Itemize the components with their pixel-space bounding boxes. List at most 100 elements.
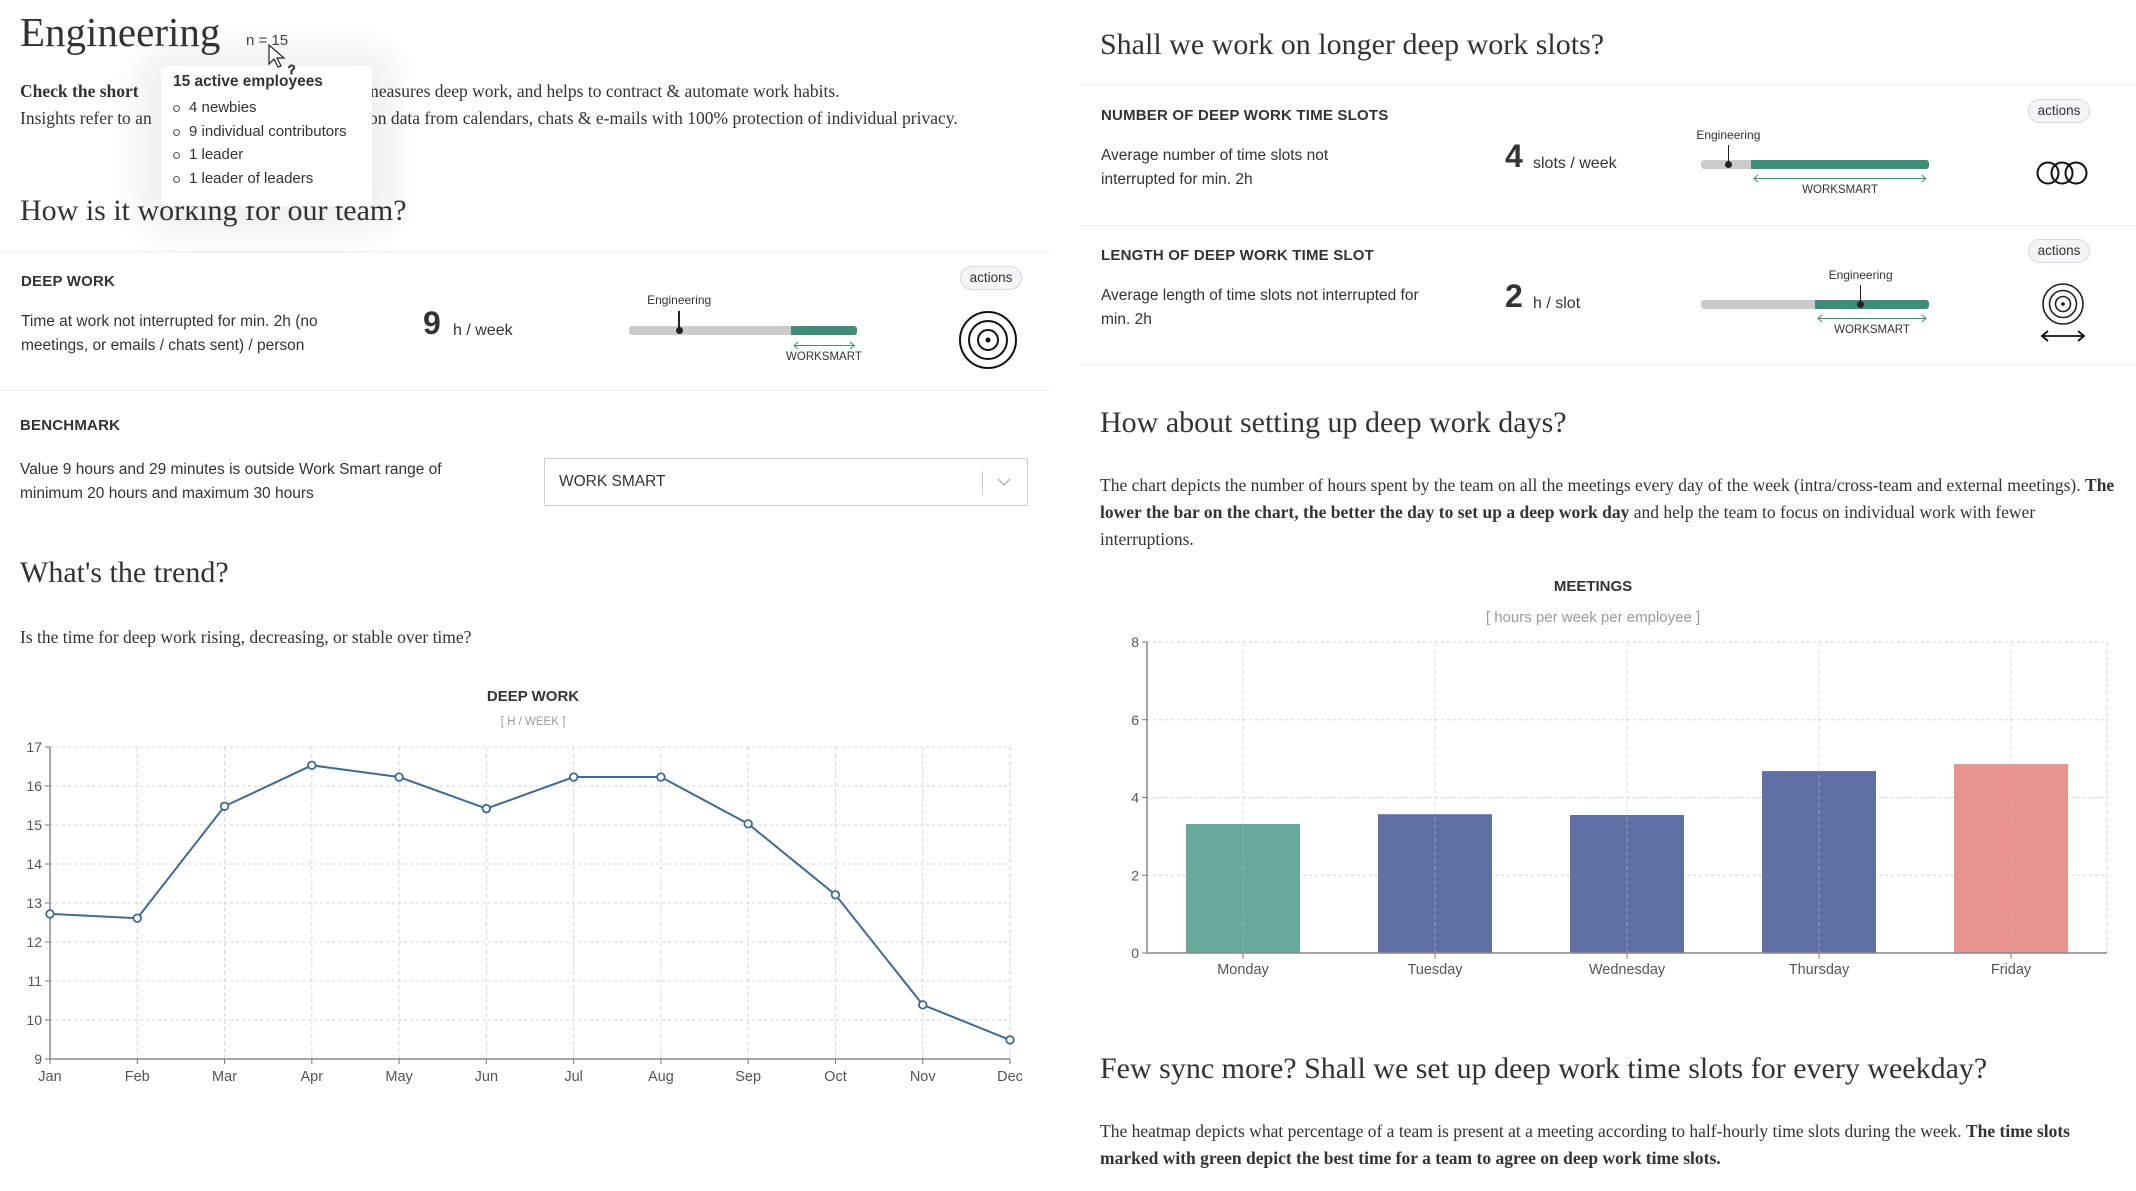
section-heading-trend: What's the trend? — [20, 556, 229, 589]
y-tick-label: 12 — [26, 934, 42, 950]
deep-work-description: Time at work not interrupted for min. 2h… — [21, 313, 318, 354]
engineering-marker — [675, 327, 683, 334]
x-tick-label: Friday — [1991, 962, 2032, 978]
engineering-marker-label: Engineering — [647, 293, 712, 307]
data-point — [743, 819, 753, 829]
target-with-arrow-icon — [2040, 283, 2086, 342]
page-title: Engineering — [20, 9, 221, 55]
data-point — [45, 909, 55, 919]
svg-text:?: ? — [288, 62, 295, 77]
x-tick-label: Apr — [301, 1069, 324, 1085]
marker-stem — [678, 311, 680, 331]
worksmart-label: WORKSMART — [786, 351, 862, 363]
y-tick-label: 8 — [1131, 634, 1139, 650]
x-tick-label: Monday — [1217, 962, 1269, 978]
x-tick-label: Aug — [648, 1069, 674, 1085]
data-point — [132, 913, 142, 923]
x-tick-label: Jan — [38, 1069, 61, 1085]
deep-work-title: DEEP WORK — [21, 273, 116, 290]
three-circles-icon — [2036, 161, 2088, 185]
y-tick-label: 13 — [26, 895, 42, 911]
x-tick-label: Oct — [824, 1069, 847, 1085]
target-icon — [959, 311, 1017, 369]
x-tick-label: Mar — [212, 1069, 237, 1085]
data-point — [1005, 1035, 1015, 1045]
tooltip-title: 15 active employees — [173, 73, 323, 90]
data-point — [481, 803, 492, 814]
days-text-bold: The lower the bar on the chart, the bett… — [1100, 475, 2115, 522]
bar — [1954, 764, 2068, 953]
engineering-marker — [1724, 161, 1732, 168]
metric-value: 2 — [1505, 278, 1523, 314]
y-tick-label: 2 — [1131, 867, 1139, 883]
bar-chart-title: MEETINGS — [1553, 578, 1633, 595]
data-point — [656, 772, 666, 782]
deep-work-value: 9 — [423, 305, 441, 341]
data-point — [568, 772, 579, 782]
x-tick-label: Dec — [997, 1069, 1023, 1085]
metric-unit: h / slot — [1533, 295, 1581, 312]
worksmart-range-arrow — [793, 341, 855, 350]
tooltip-item: 1 leader — [161, 146, 347, 170]
data-point — [219, 801, 230, 811]
benchmark-select-value: WORK SMART — [559, 473, 666, 490]
y-tick-label: 10 — [26, 1012, 42, 1028]
deep-work-unit: h / week — [453, 322, 513, 339]
metric-description: Average length of time slots not interru… — [1101, 287, 1419, 328]
y-tick-label: 14 — [26, 856, 42, 872]
actions-button[interactable]: actions — [960, 266, 1022, 290]
benchmark-title: BENCHMARK — [20, 417, 121, 434]
worksmart-range — [1751, 160, 1929, 169]
data-point — [830, 890, 841, 900]
benchmark-description: Value 9 hours and 29 minutes is outside … — [20, 461, 442, 502]
days-text-start: The chart depicts the number of hours sp… — [1100, 475, 2086, 495]
slot-length-range-bar — [1701, 285, 1929, 309]
worksmart-label: WORKSMART — [1802, 184, 1878, 196]
arrow-heads — [1817, 314, 1927, 323]
intro-text: Check the short how the app measures dee… — [20, 78, 1060, 132]
help-cursor-icon: ? — [268, 44, 296, 77]
y-tick-label: 16 — [26, 778, 42, 794]
intro-bold: Check the short — [20, 81, 143, 101]
deep-work-range-bar — [629, 311, 857, 335]
data-point — [394, 772, 404, 782]
x-tick-label: Jul — [564, 1069, 583, 1085]
tooltip-item: 1 leader of leaders — [161, 170, 347, 194]
divider — [0, 251, 1050, 252]
x-tick-label: Thursday — [1789, 962, 1850, 978]
metric-description: Average number of time slots not interru… — [1101, 147, 1329, 188]
y-tick-label: 15 — [26, 817, 42, 833]
meetings-bar-chart: 0 2 4 6 8 Monday Tuesday Wednesday Thursday Frida… — [1131, 634, 2108, 978]
x-tick-label: Wednesday — [1589, 962, 1666, 978]
benchmark-select[interactable]: WORK SMART — [544, 458, 1028, 506]
heatmap-text-start: The heatmap depicts what percentage of a… — [1100, 1121, 1966, 1141]
data-point — [918, 1000, 928, 1010]
section-heading-slots: Shall we work on longer deep work slots? — [1100, 28, 1605, 61]
intro-line2: t on data from calendars, chats & e-mail… — [359, 108, 958, 128]
y-tick-label: 0 — [1131, 945, 1139, 961]
employee-count-badge[interactable]: n = 15 — [246, 32, 289, 49]
heatmap-text-bold: The time slots marked with green depict … — [1100, 1121, 2070, 1168]
employees-tooltip: 15 active employees 4 newbies 9 individu… — [161, 66, 372, 206]
engineering-marker-label: Engineering — [1696, 128, 1761, 142]
data-point — [307, 760, 317, 771]
y-tick-label: 6 — [1131, 712, 1139, 728]
slots-range-bar — [1701, 145, 1929, 169]
tooltip-list: 4 newbies 9 individual contributors 1 le… — [161, 99, 347, 193]
heatmap-description: The heatmap depicts what percentage of a… — [1100, 1118, 2130, 1172]
metric-title: NUMBER OF DEEP WORK TIME SLOTS — [1101, 107, 1389, 124]
worksmart-range-arrow — [1817, 314, 1927, 323]
x-tick-label: Sep — [735, 1069, 761, 1085]
line-chart-subtitle: [ H / WEEK ] — [500, 716, 566, 728]
x-tick-label: May — [385, 1069, 413, 1085]
actions-button[interactable]: actions — [2028, 99, 2090, 123]
marker-stem — [1727, 145, 1730, 165]
intro-line2-start: Insights refer to an — [20, 108, 152, 128]
trend-question: Is the time for deep work rising, decrea… — [20, 627, 472, 647]
divider — [1080, 365, 2136, 366]
actions-button[interactable]: actions — [2028, 239, 2090, 263]
section-heading-weekday: Few sync more? Shall we set up deep work… — [1100, 1052, 1988, 1085]
worksmart-range — [1815, 300, 1929, 309]
deep-work-line-chart: 9 10 11 12 13 14 15 16 17 Jan Feb Mar Apr May Jun Jul Au… — [26, 739, 1023, 1085]
metric-unit: slots / week — [1533, 155, 1617, 172]
